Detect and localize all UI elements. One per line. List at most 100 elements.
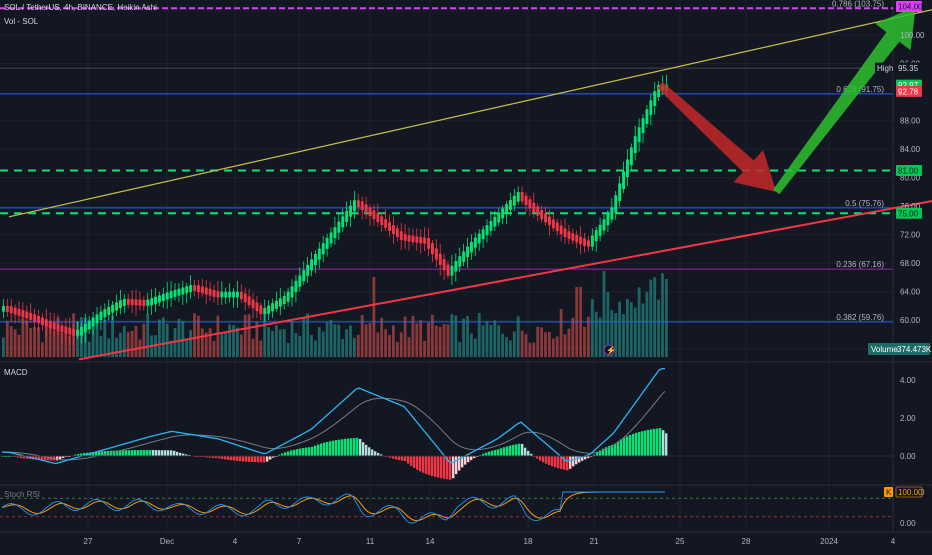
volume-bar: [442, 324, 446, 357]
candle-body: [380, 216, 384, 225]
forecast-arrows[interactable]: [657, 6, 916, 195]
signal-line: [2, 390, 666, 461]
volume-bar: [146, 314, 150, 357]
volume-bar: [509, 340, 512, 357]
macd-histogram-bar: [455, 456, 458, 475]
macd-histogram-bar: [44, 456, 47, 461]
macd-histogram-bar: [47, 456, 50, 461]
macd-histogram-bar: [212, 456, 215, 458]
candle-body: [13, 307, 17, 315]
macd-histogram-bar: [389, 456, 392, 458]
macd-histogram-bar: [293, 449, 296, 456]
macd-histogram-bar: [635, 432, 638, 456]
macd-histogram-bar: [656, 428, 659, 456]
candle-body: [193, 285, 196, 291]
macd-histogram-bar: [188, 454, 191, 456]
macd-axis-tick: 4.00: [900, 376, 916, 385]
volume-bar: [419, 320, 423, 357]
macd-histogram-bar: [614, 443, 617, 456]
candle-body: [317, 248, 321, 260]
macd-histogram-bar: [650, 429, 653, 456]
symbol-title[interactable]: SOL / TetherUS, 4h, BINANCE, Heikin Ashi: [4, 3, 157, 12]
volume-bar: [333, 324, 337, 357]
candle-body: [470, 241, 473, 253]
candle-body: [618, 183, 622, 201]
candle-body: [52, 322, 56, 330]
time-axis[interactable]: 27 Dec 4 7 11 14 18 21 25 28 2024 4: [84, 537, 896, 546]
macd-histogram-bar: [218, 456, 221, 459]
candle-body: [536, 206, 540, 216]
volume-bar: [657, 299, 660, 357]
trendlines[interactable]: [8, 3, 932, 361]
price-axis-tick: 60.00: [900, 316, 921, 325]
macd-histogram-bar: [329, 441, 332, 456]
volume-bar: [321, 331, 325, 357]
macd-histogram-bar: [146, 449, 149, 456]
candle-body: [645, 109, 649, 124]
volume-bar: [431, 314, 434, 357]
candle-body: [364, 204, 368, 214]
macd-histogram-bar: [224, 456, 227, 460]
macd-histogram-bar: [230, 456, 233, 461]
time-axis-tick: 4: [233, 537, 238, 546]
stoch-rsi-label[interactable]: Stoch RSI: [4, 490, 41, 499]
price-tag-label: 92.78: [898, 87, 919, 96]
candle-body: [446, 264, 450, 276]
candle-body: [372, 210, 376, 220]
macd-histogram-bar: [125, 450, 128, 456]
macd-histogram-bar: [77, 454, 80, 456]
volume-bar: [544, 332, 547, 357]
candle-body: [321, 243, 325, 255]
candle-body: [68, 327, 72, 335]
macd-histogram-bar: [341, 439, 344, 456]
candle-body: [501, 208, 505, 219]
volume-bar: [563, 334, 567, 357]
macd-histogram-bar: [350, 438, 353, 456]
macd-histogram-bar: [254, 456, 257, 463]
volume-bar: [25, 320, 29, 357]
volume-bar: [228, 324, 231, 357]
volume-bar: [251, 338, 255, 357]
volume-bar: [524, 334, 528, 357]
volume-bar: [259, 340, 263, 357]
macd-histogram-bar: [182, 453, 185, 456]
macd-histogram-bar: [17, 456, 20, 458]
high-tag: [875, 62, 895, 74]
candle-body: [411, 235, 415, 243]
candle-body: [653, 91, 657, 107]
macd-histogram-bar: [395, 456, 398, 460]
candle-body: [158, 295, 161, 303]
volume-bar: [528, 342, 532, 357]
volume-bar: [567, 328, 571, 357]
volume-bar: [165, 323, 169, 357]
candle-body: [126, 298, 130, 305]
price-axis-tick: 76.00: [900, 202, 921, 211]
volume-bar: [473, 338, 477, 357]
volume-bar: [224, 332, 228, 357]
volume-bar: [427, 322, 430, 357]
fib-level-label: 0.236 (67.16): [836, 260, 884, 269]
time-axis-tick: 2024: [820, 537, 838, 546]
volume-bar: [161, 317, 165, 357]
volume-bar: [551, 338, 555, 357]
volume-bar: [115, 337, 118, 357]
macd-histogram-bar: [458, 456, 461, 471]
macd-label[interactable]: MACD: [4, 368, 28, 377]
volume-bar: [130, 330, 134, 357]
macd-histogram-bar: [608, 445, 611, 456]
macd-histogram-bar: [440, 456, 443, 479]
macd-histogram-bar: [584, 456, 587, 460]
macd-histogram-bar: [605, 447, 608, 456]
macd-histogram-bar: [527, 450, 530, 456]
macd-histogram-bar: [515, 444, 518, 456]
volume-indicator-label[interactable]: Vol - SOL: [4, 17, 39, 26]
time-axis-tick: 4: [891, 537, 896, 546]
candle-body: [458, 256, 462, 267]
candle-body: [310, 259, 313, 271]
macd-histogram-bar: [38, 456, 41, 460]
candle-body: [107, 307, 111, 315]
volume-bar: [626, 299, 629, 357]
volume-bar: [590, 299, 594, 357]
